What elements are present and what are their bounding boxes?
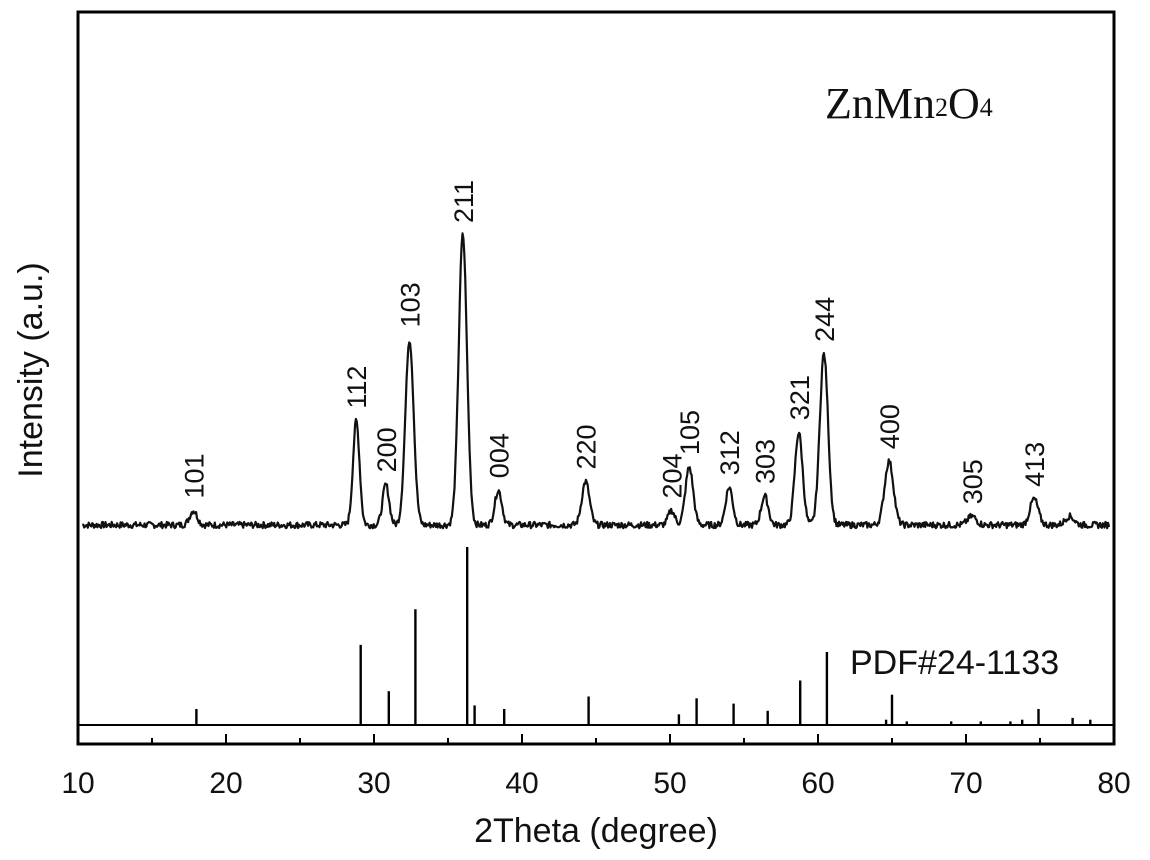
- x-tick-label-40: 40: [505, 767, 538, 800]
- peak-label-101: 101: [179, 453, 209, 498]
- peak-label-312: 312: [715, 430, 745, 475]
- peak-label-204: 204: [658, 453, 688, 498]
- peak-label-413: 413: [1020, 442, 1050, 487]
- peak-label-220: 220: [572, 424, 602, 469]
- peak-label-112: 112: [342, 366, 372, 409]
- peak-label-303: 303: [751, 439, 781, 484]
- peak-label-200: 200: [372, 427, 402, 472]
- reference-lines: [196, 547, 1090, 725]
- peak-label-004: 004: [484, 433, 514, 478]
- peak-label-305: 305: [958, 459, 988, 504]
- formula-label: ZnMn2O4: [825, 79, 993, 128]
- diffraction-pattern-line: [82, 233, 1109, 528]
- peak-labels: 101 112200 103 211 004 220 204105 312303321 244 4…: [179, 180, 1050, 504]
- peak-label-321: 321: [785, 375, 815, 420]
- peak-label-400: 400: [875, 404, 905, 449]
- y-axis-title: Intensity (a.u.): [12, 262, 50, 477]
- x-axis-title: 2Theta (degree): [474, 812, 718, 850]
- x-tick-label-70: 70: [949, 767, 982, 800]
- peak-label-103: 103: [396, 282, 426, 327]
- x-tick-label-30: 30: [357, 767, 390, 800]
- x-tick-label-80: 80: [1097, 767, 1130, 800]
- x-tick-label-10: 10: [61, 767, 94, 800]
- x-tick-label-60: 60: [801, 767, 834, 800]
- reference-card-label: PDF#24-1133: [850, 644, 1059, 682]
- x-axis-tick-labels: 10 20 30 40 50 60 70 80: [61, 767, 1130, 800]
- peak-label-244: 244: [810, 297, 840, 342]
- x-tick-label-20: 20: [209, 767, 242, 800]
- x-tick-label-50: 50: [653, 767, 686, 800]
- peak-label-211: 211: [449, 180, 479, 223]
- peak-label-105: 105: [675, 410, 705, 455]
